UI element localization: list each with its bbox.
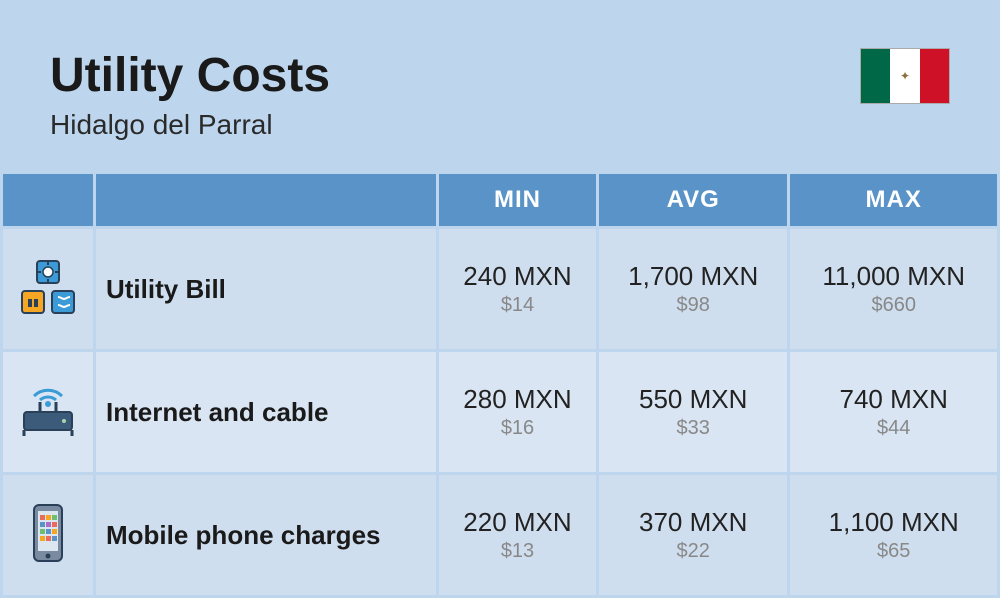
max-usd: $65 (790, 540, 997, 563)
min-usd: $13 (439, 540, 596, 563)
table-row: Utility Bill 240 MXN $14 1,700 MXN $98 1… (3, 229, 997, 349)
mobile-icon (16, 501, 80, 565)
cell-avg: 550 MXN $33 (599, 352, 787, 472)
row-label: Utility Bill (96, 229, 436, 349)
row-label: Mobile phone charges (96, 475, 436, 595)
avg-mxn: 1,700 MXN (599, 261, 787, 292)
cell-avg: 370 MXN $22 (599, 475, 787, 595)
internet-icon (16, 378, 80, 442)
table-row: Internet and cable 280 MXN $16 550 MXN $… (3, 352, 997, 472)
avg-mxn: 550 MXN (599, 384, 787, 415)
page-title: Utility Costs (50, 48, 330, 103)
row-icon-cell (3, 352, 93, 472)
header-min: MIN (439, 174, 596, 226)
min-usd: $16 (439, 417, 596, 440)
max-mxn: 1,100 MXN (790, 507, 997, 538)
cell-max: 11,000 MXN $660 (790, 229, 997, 349)
cell-min: 220 MXN $13 (439, 475, 596, 595)
max-mxn: 740 MXN (790, 384, 997, 415)
max-mxn: 11,000 MXN (790, 261, 997, 292)
cell-max: 1,100 MXN $65 (790, 475, 997, 595)
row-icon-cell (3, 475, 93, 595)
min-mxn: 280 MXN (439, 384, 596, 415)
max-usd: $44 (790, 417, 997, 440)
header-avg: AVG (599, 174, 787, 226)
avg-mxn: 370 MXN (599, 507, 787, 538)
cell-min: 280 MXN $16 (439, 352, 596, 472)
title-block: Utility Costs Hidalgo del Parral (50, 48, 330, 141)
header-max: MAX (790, 174, 997, 226)
cell-min: 240 MXN $14 (439, 229, 596, 349)
min-usd: $14 (439, 294, 596, 317)
cell-max: 740 MXN $44 (790, 352, 997, 472)
header: Utility Costs Hidalgo del Parral ✦ (0, 0, 1000, 171)
costs-table: MIN AVG MAX Utility Bill (0, 171, 1000, 598)
page-subtitle: Hidalgo del Parral (50, 109, 330, 141)
header-blank-label (96, 174, 436, 226)
flag-red-stripe (920, 49, 949, 103)
avg-usd: $22 (599, 540, 787, 563)
min-mxn: 220 MXN (439, 507, 596, 538)
flag-white-stripe: ✦ (890, 49, 919, 103)
row-icon-cell (3, 229, 93, 349)
min-mxn: 240 MXN (439, 261, 596, 292)
flag-emblem-icon: ✦ (900, 69, 910, 83)
avg-usd: $33 (599, 417, 787, 440)
table-header-row: MIN AVG MAX (3, 174, 997, 226)
mexico-flag-icon: ✦ (860, 48, 950, 104)
avg-usd: $98 (599, 294, 787, 317)
flag-green-stripe (861, 49, 890, 103)
cell-avg: 1,700 MXN $98 (599, 229, 787, 349)
row-label: Internet and cable (96, 352, 436, 472)
utility-icon (16, 255, 80, 319)
header-blank-icon (3, 174, 93, 226)
max-usd: $660 (790, 294, 997, 317)
table-row: Mobile phone charges 220 MXN $13 370 MXN… (3, 475, 997, 595)
